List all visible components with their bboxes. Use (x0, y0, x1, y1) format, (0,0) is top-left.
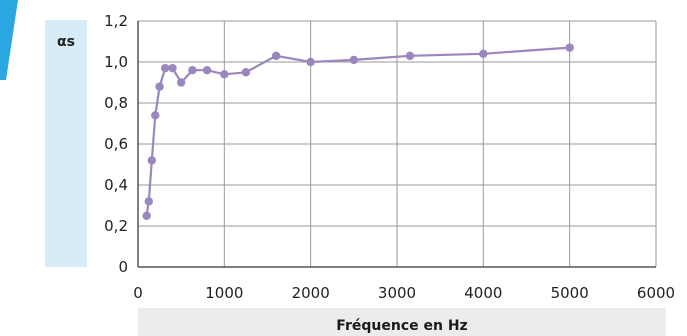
data-point (220, 70, 229, 79)
x-axis-label: Fréquence en Hz (336, 318, 468, 334)
y-tick-label: 0,6 (104, 135, 128, 153)
x-tick-label: 5000 (551, 284, 589, 302)
series-line (145, 46, 570, 216)
x-tick-label: 0 (133, 284, 143, 302)
data-point (271, 51, 281, 61)
x-tick-label: 3000 (378, 284, 416, 302)
data-point (188, 66, 197, 75)
data-point (155, 82, 164, 91)
y-tick-label: 0,8 (104, 94, 128, 112)
data-point (147, 156, 157, 165)
series-layer (142, 43, 574, 220)
data-point (142, 211, 151, 220)
y-tick-label: 0,4 (104, 176, 128, 194)
x-tick-label: 2000 (292, 284, 330, 302)
x-tick-label: 4000 (464, 284, 502, 302)
x-tick-label: 1000 (205, 284, 243, 302)
y-tick-labels: 0 0,2 0,4 0,6 0,8 1,0 1,2 (104, 12, 128, 276)
y-tick-label: 1,0 (104, 53, 128, 71)
data-point (405, 51, 415, 61)
data-point (176, 78, 186, 87)
x-tick-label: 6000 (637, 284, 675, 302)
y-tick-label: 0,2 (104, 217, 128, 235)
y-axis-label-box: αs (45, 20, 87, 267)
x-tick-labels: 0 1000 2000 3000 4000 5000 6000 (133, 284, 675, 302)
x-axis-label-box: Fréquence en Hz (138, 308, 666, 336)
data-point (202, 66, 212, 75)
y-tick-label: 0 (118, 258, 128, 276)
grid (138, 20, 657, 267)
data-point (151, 111, 160, 120)
data-point (306, 57, 315, 67)
data-point (479, 49, 488, 58)
data-point (241, 68, 251, 77)
accent-stripe (0, 0, 18, 80)
data-point (349, 55, 359, 65)
data-point (144, 197, 153, 206)
y-tick-label: 1,2 (104, 12, 128, 30)
y-axis-label: αs (57, 34, 75, 50)
data-point (565, 43, 574, 52)
axes (137, 21, 656, 268)
data-point (160, 63, 170, 73)
data-point (168, 63, 177, 73)
